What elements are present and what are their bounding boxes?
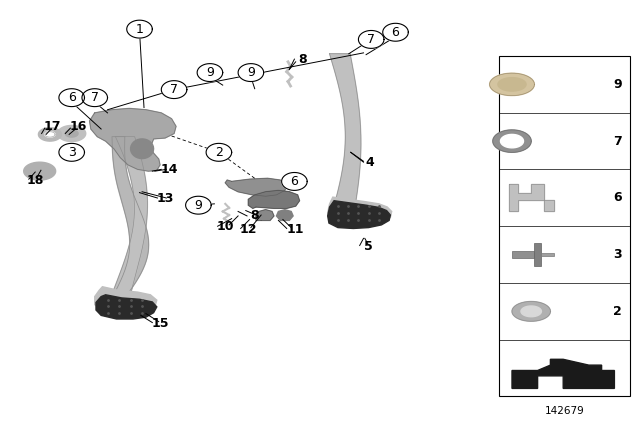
Text: 11: 11 [287,223,305,236]
Bar [534,243,541,266]
Polygon shape [490,73,534,95]
Polygon shape [58,125,86,142]
Polygon shape [328,197,392,225]
Text: 7: 7 [91,91,99,104]
Text: 6: 6 [68,91,76,104]
Polygon shape [82,89,108,107]
Polygon shape [512,359,614,388]
Text: 3: 3 [68,146,76,159]
Polygon shape [110,137,147,300]
Polygon shape [65,130,78,137]
Polygon shape [358,30,384,48]
Text: 9: 9 [613,78,622,91]
Polygon shape [521,306,541,317]
Polygon shape [90,108,176,171]
Polygon shape [197,64,223,82]
Polygon shape [131,139,154,159]
Text: 5: 5 [364,240,372,253]
Text: 10: 10 [216,220,234,233]
Text: 8: 8 [250,209,259,223]
Text: 18: 18 [26,173,44,187]
Polygon shape [186,196,211,214]
Polygon shape [96,295,157,319]
Text: 2: 2 [613,305,622,318]
Polygon shape [383,23,408,41]
Polygon shape [328,201,390,228]
Polygon shape [112,137,148,298]
Text: 16: 16 [69,120,87,133]
Text: 1: 1 [136,22,143,36]
Polygon shape [24,162,56,180]
Bar [512,251,534,258]
Polygon shape [38,128,61,141]
Polygon shape [206,143,232,161]
Text: 6: 6 [613,191,622,204]
Polygon shape [225,178,287,196]
Text: 2: 2 [215,146,223,159]
Text: 9: 9 [206,66,214,79]
Text: 12: 12 [239,223,257,236]
Polygon shape [59,89,84,107]
Polygon shape [509,185,554,211]
Bar [499,56,630,396]
Polygon shape [59,143,84,161]
Text: 13: 13 [156,191,174,205]
Polygon shape [161,81,187,99]
Polygon shape [256,210,274,220]
Text: 4: 4 [365,155,374,169]
Text: 9: 9 [247,66,255,79]
Polygon shape [95,287,157,314]
Text: 7: 7 [613,134,622,148]
Polygon shape [330,54,361,202]
Text: 8: 8 [298,52,307,66]
Polygon shape [238,64,264,82]
Text: 14: 14 [161,163,179,176]
Text: 17: 17 [44,120,61,133]
Bar [541,253,554,256]
Polygon shape [276,210,293,220]
Text: 7: 7 [367,33,375,46]
Polygon shape [127,20,152,38]
Polygon shape [512,302,550,321]
Polygon shape [493,130,531,152]
Text: 15: 15 [151,317,169,330]
Polygon shape [282,172,307,190]
Polygon shape [498,78,526,91]
Text: 3: 3 [613,248,622,261]
Text: 6: 6 [392,26,399,39]
Text: 6: 6 [291,175,298,188]
Polygon shape [248,190,300,208]
Text: 7: 7 [170,83,178,96]
Text: 9: 9 [195,198,202,212]
Polygon shape [500,134,524,148]
Text: 142679: 142679 [545,406,585,416]
Polygon shape [45,132,55,137]
